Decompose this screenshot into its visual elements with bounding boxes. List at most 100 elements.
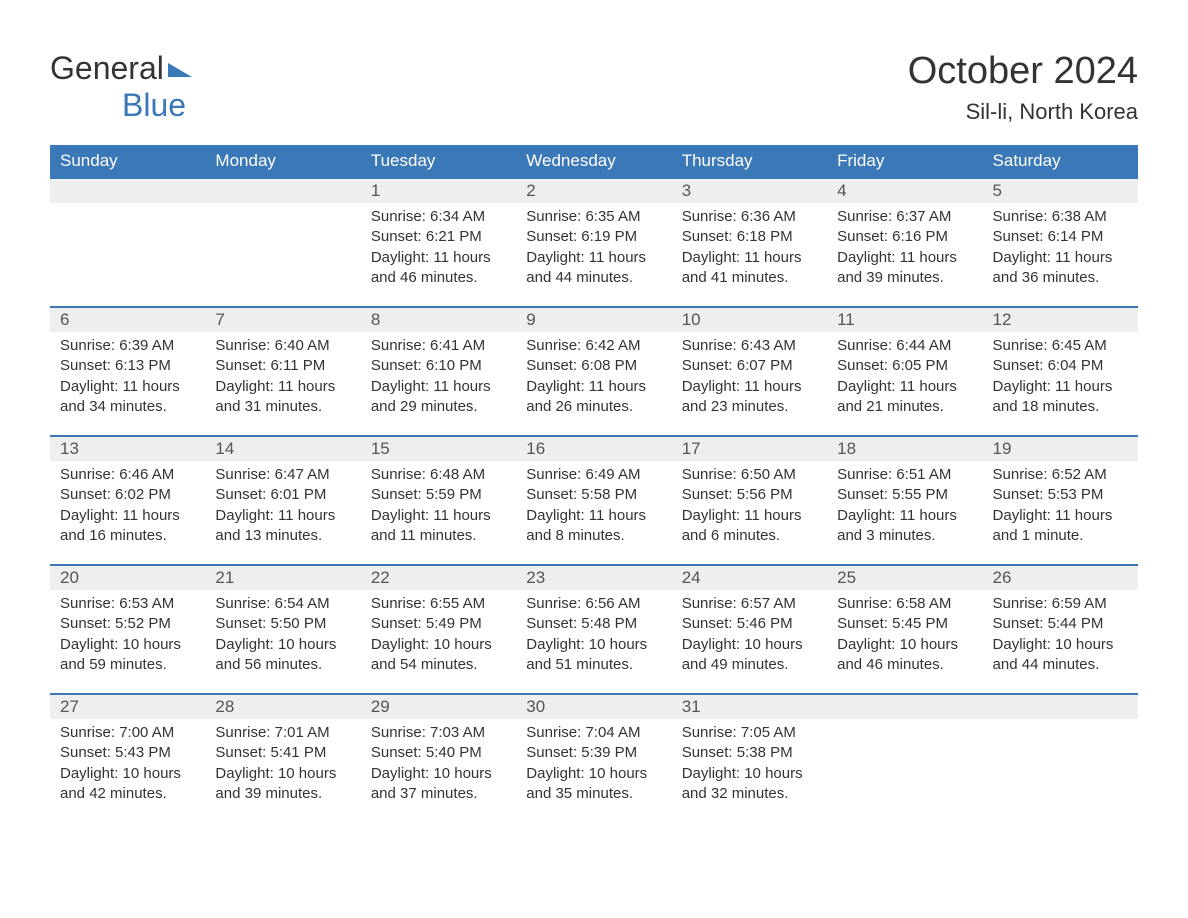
day-num-cell: 19 [983,436,1138,461]
daylight-text: Daylight: 10 hours [60,764,195,784]
day-body-cell: Sunrise: 6:57 AMSunset: 5:46 PMDaylight:… [672,590,827,694]
daylight-text: Daylight: 11 hours [682,377,817,397]
daylight-text: and 26 minutes. [526,397,661,417]
sunset-text: Sunset: 5:40 PM [371,743,506,763]
sunset-text: Sunset: 6:14 PM [993,227,1128,247]
day-num-cell: 12 [983,307,1138,332]
day-number: 14 [215,439,234,458]
day-num-cell: 26 [983,565,1138,590]
sunset-text: Sunset: 5:50 PM [215,614,350,634]
week-4-daynum-row: 2728293031 [50,694,1138,719]
calendar-table: SundayMondayTuesdayWednesdayThursdayFrid… [50,145,1138,822]
daylight-text: and 32 minutes. [682,784,817,804]
day-number: 12 [993,310,1012,329]
day-body-cell: Sunrise: 6:53 AMSunset: 5:52 PMDaylight:… [50,590,205,694]
day-body-cell: Sunrise: 6:56 AMSunset: 5:48 PMDaylight:… [516,590,671,694]
day-body-cell: Sunrise: 7:01 AMSunset: 5:41 PMDaylight:… [205,719,360,822]
logo: General Blue [50,50,196,124]
day-num-cell: 20 [50,565,205,590]
day-number: 4 [837,181,846,200]
daylight-text: Daylight: 11 hours [837,377,972,397]
day-number: 24 [682,568,701,587]
day-body-cell: Sunrise: 6:48 AMSunset: 5:59 PMDaylight:… [361,461,516,565]
daylight-text: and 46 minutes. [371,268,506,288]
daylight-text: and 21 minutes. [837,397,972,417]
sunrise-text: Sunrise: 6:57 AM [682,594,817,614]
sunset-text: Sunset: 6:04 PM [993,356,1128,376]
day-number: 29 [371,697,390,716]
daylight-text: Daylight: 10 hours [837,635,972,655]
sunset-text: Sunset: 5:55 PM [837,485,972,505]
sunset-text: Sunset: 6:07 PM [682,356,817,376]
daylight-text: Daylight: 11 hours [215,377,350,397]
day-body-cell: Sunrise: 6:59 AMSunset: 5:44 PMDaylight:… [983,590,1138,694]
sunrise-text: Sunrise: 6:49 AM [526,465,661,485]
daylight-text: and 54 minutes. [371,655,506,675]
weekday-friday: Friday [827,145,982,178]
daylight-text: Daylight: 11 hours [526,506,661,526]
sunrise-text: Sunrise: 6:42 AM [526,336,661,356]
day-num-cell: 17 [672,436,827,461]
sunrise-text: Sunrise: 6:55 AM [371,594,506,614]
daylight-text: Daylight: 11 hours [837,248,972,268]
day-num-cell: 16 [516,436,671,461]
sunrise-text: Sunrise: 7:01 AM [215,723,350,743]
day-num-cell [50,178,205,203]
sunrise-text: Sunrise: 6:41 AM [371,336,506,356]
daylight-text: and 35 minutes. [526,784,661,804]
day-body-cell: Sunrise: 6:42 AMSunset: 6:08 PMDaylight:… [516,332,671,436]
sunset-text: Sunset: 6:13 PM [60,356,195,376]
day-number: 20 [60,568,79,587]
daylight-text: Daylight: 10 hours [682,764,817,784]
day-number: 19 [993,439,1012,458]
location: Sil-li, North Korea [908,99,1138,125]
sunset-text: Sunset: 6:08 PM [526,356,661,376]
day-num-cell: 2 [516,178,671,203]
day-body-cell: Sunrise: 6:34 AMSunset: 6:21 PMDaylight:… [361,203,516,307]
daylight-text: and 34 minutes. [60,397,195,417]
title-block: October 2024 Sil-li, North Korea [908,50,1138,125]
daylight-text: and 59 minutes. [60,655,195,675]
daylight-text: and 46 minutes. [837,655,972,675]
sunrise-text: Sunrise: 6:52 AM [993,465,1128,485]
day-body-cell: Sunrise: 6:47 AMSunset: 6:01 PMDaylight:… [205,461,360,565]
sunset-text: Sunset: 5:59 PM [371,485,506,505]
sunrise-text: Sunrise: 6:54 AM [215,594,350,614]
day-body-cell: Sunrise: 6:41 AMSunset: 6:10 PMDaylight:… [361,332,516,436]
day-body-cell: Sunrise: 6:54 AMSunset: 5:50 PMDaylight:… [205,590,360,694]
sunset-text: Sunset: 5:44 PM [993,614,1128,634]
daylight-text: and 31 minutes. [215,397,350,417]
daylight-text: and 36 minutes. [993,268,1128,288]
daylight-text: and 44 minutes. [993,655,1128,675]
daylight-text: Daylight: 11 hours [993,377,1128,397]
sunrise-text: Sunrise: 7:00 AM [60,723,195,743]
daylight-text: Daylight: 11 hours [993,506,1128,526]
daylight-text: Daylight: 10 hours [215,764,350,784]
sunset-text: Sunset: 5:49 PM [371,614,506,634]
sunset-text: Sunset: 6:10 PM [371,356,506,376]
daylight-text: Daylight: 10 hours [371,764,506,784]
day-number: 1 [371,181,380,200]
daylight-text: and 41 minutes. [682,268,817,288]
daylight-text: Daylight: 10 hours [215,635,350,655]
daylight-text: and 39 minutes. [837,268,972,288]
day-body-cell [50,203,205,307]
day-number: 25 [837,568,856,587]
sunrise-text: Sunrise: 6:56 AM [526,594,661,614]
day-body-cell: Sunrise: 6:51 AMSunset: 5:55 PMDaylight:… [827,461,982,565]
day-body-cell: Sunrise: 6:52 AMSunset: 5:53 PMDaylight:… [983,461,1138,565]
sunset-text: Sunset: 5:53 PM [993,485,1128,505]
day-body-cell: Sunrise: 6:43 AMSunset: 6:07 PMDaylight:… [672,332,827,436]
header: General Blue October 2024 Sil-li, North … [50,50,1138,125]
daylight-text: Daylight: 11 hours [215,506,350,526]
day-num-cell [983,694,1138,719]
daylight-text: and 8 minutes. [526,526,661,546]
sunset-text: Sunset: 6:01 PM [215,485,350,505]
sunrise-text: Sunrise: 6:47 AM [215,465,350,485]
daylight-text: Daylight: 10 hours [60,635,195,655]
daylight-text: and 13 minutes. [215,526,350,546]
sunrise-text: Sunrise: 7:05 AM [682,723,817,743]
sunset-text: Sunset: 6:11 PM [215,356,350,376]
daylight-text: and 16 minutes. [60,526,195,546]
daylight-text: Daylight: 11 hours [526,377,661,397]
